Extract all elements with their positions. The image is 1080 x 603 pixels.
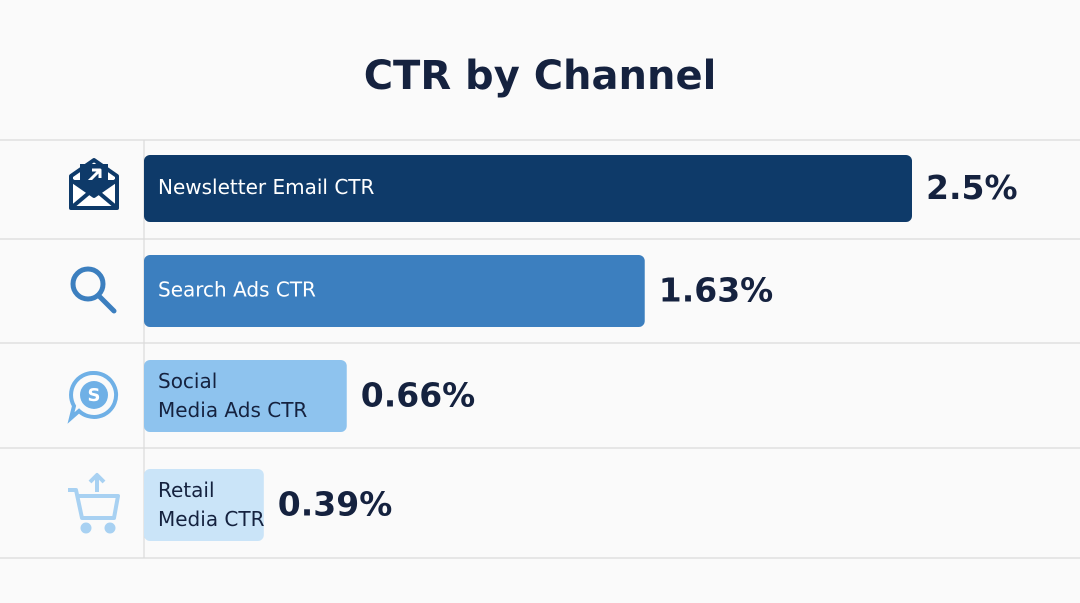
value-label: 1.63% (659, 271, 774, 310)
bar-label: Search Ads CTR (158, 278, 316, 302)
icon-email (69, 158, 119, 210)
bar-label: Retail Media CTR (158, 478, 265, 531)
bar (144, 360, 347, 432)
value-label: 2.5% (926, 168, 1018, 207)
bar-label: Social Media Ads CTR (158, 369, 307, 422)
icon-social: S (67, 370, 119, 424)
icon-cart (68, 473, 120, 534)
chart-title: CTR by Channel (364, 53, 717, 99)
icon-search (70, 266, 117, 314)
bar (144, 255, 645, 327)
icon-glyph: S (88, 385, 101, 406)
value-label: 0.66% (361, 376, 476, 415)
bar (144, 469, 264, 541)
row-rules (0, 139, 1080, 559)
bar-label: Newsletter Email CTR (158, 175, 375, 199)
bar (144, 155, 912, 222)
value-label: 0.39% (278, 485, 393, 524)
